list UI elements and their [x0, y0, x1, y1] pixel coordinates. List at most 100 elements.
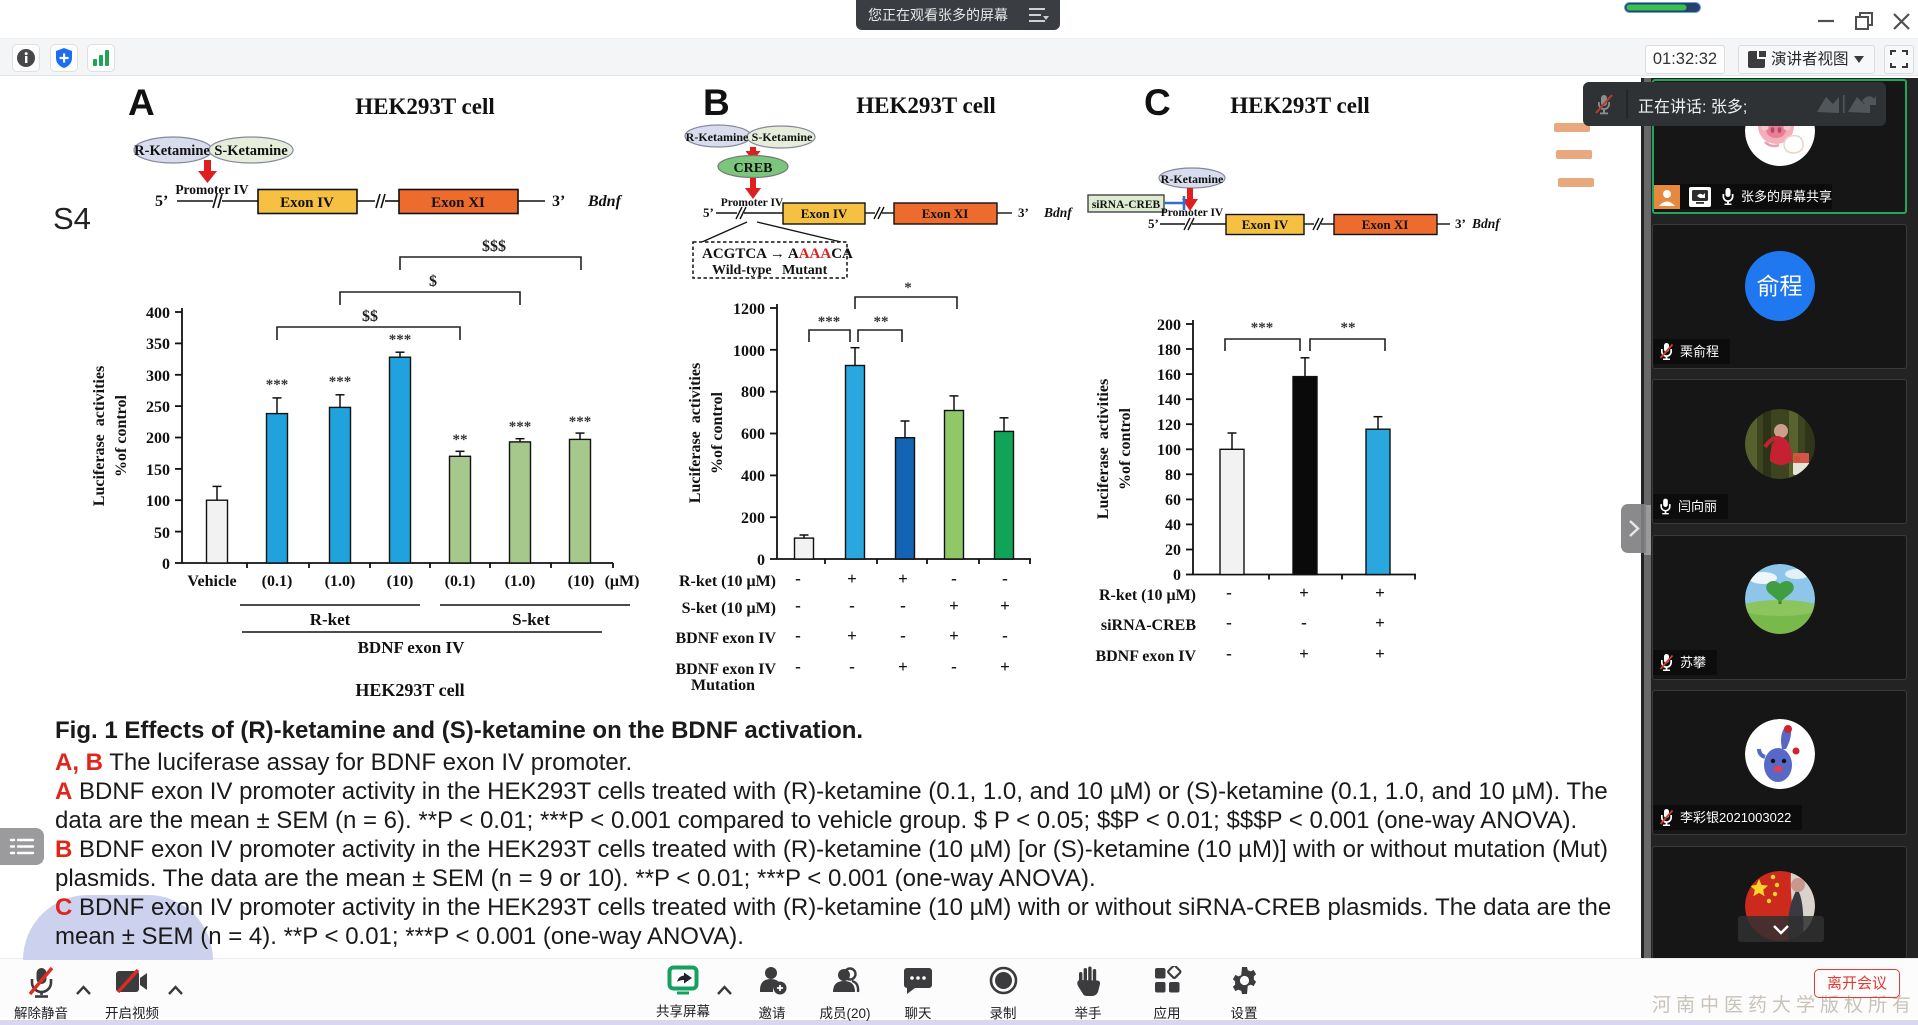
svg-text:-: - [1226, 613, 1232, 632]
svg-text:140: 140 [1157, 392, 1181, 409]
svg-text:800: 800 [741, 384, 765, 401]
svg-text:+: + [1375, 583, 1385, 602]
svg-text:R-Ketamine: R-Ketamine [134, 143, 210, 159]
svg-text:100: 100 [146, 493, 170, 510]
svg-text:5’: 5’ [1148, 216, 1159, 231]
svg-text:**: ** [1341, 320, 1356, 336]
svg-text:600: 600 [741, 426, 765, 443]
svg-text:***: *** [1251, 320, 1274, 336]
svg-text:-: - [1226, 583, 1232, 602]
svg-text:-: - [795, 626, 801, 645]
svg-text:200: 200 [146, 430, 170, 447]
svg-text:200: 200 [1157, 317, 1181, 334]
svg-text:40: 40 [1165, 517, 1181, 534]
svg-text:0: 0 [162, 556, 170, 573]
svg-text:C: C [1144, 82, 1171, 123]
svg-text:Exon IV: Exon IV [801, 206, 848, 221]
svg-text:Luciferase activities: Luciferase activities [91, 366, 108, 506]
svg-text:Bdnf: Bdnf [1471, 216, 1501, 231]
svg-text:Mutation: Mutation [691, 677, 755, 694]
svg-text:$$$: $$$ [482, 238, 506, 255]
svg-text:3’: 3’ [552, 193, 565, 210]
svg-text:3’: 3’ [1018, 205, 1029, 220]
svg-text:0: 0 [757, 552, 765, 569]
svg-text:R-Ketamine: R-Ketamine [1161, 172, 1224, 186]
svg-text:+: + [1299, 644, 1309, 663]
svg-text:S-ket: S-ket [512, 610, 550, 629]
svg-text:+: + [1375, 644, 1385, 663]
svg-text:HEK293T cell: HEK293T cell [1230, 93, 1370, 118]
svg-text:BDNF exon IV: BDNF exon IV [358, 638, 466, 657]
svg-text:3’: 3’ [1455, 216, 1466, 231]
svg-text:*: * [904, 280, 912, 296]
svg-text:80: 80 [1165, 467, 1181, 484]
svg-text:Wild-type Mutant: Wild-type Mutant [712, 263, 828, 278]
svg-text:Promoter IV: Promoter IV [1161, 207, 1224, 219]
svg-text:-: - [900, 626, 906, 645]
svg-text:R-ket: R-ket [310, 610, 351, 629]
svg-text:***: *** [329, 374, 352, 390]
svg-text:+: + [1299, 583, 1309, 602]
svg-text:ACGTCA → AAAACA: ACGTCA → AAAACA [702, 246, 853, 262]
svg-text:50: 50 [154, 525, 170, 542]
svg-text:-: - [795, 657, 801, 676]
svg-text:BDNF exon IV: BDNF exon IV [675, 661, 776, 678]
svg-text:(0.1): (0.1) [262, 573, 293, 590]
svg-text:siRNA-CREB: siRNA-CREB [1092, 199, 1161, 211]
svg-text:1200: 1200 [733, 301, 765, 318]
svg-text:***: *** [818, 314, 841, 330]
svg-text:350: 350 [146, 336, 170, 353]
svg-text:-: - [900, 596, 906, 615]
svg-text:180: 180 [1157, 342, 1181, 359]
svg-text:Bdnf: Bdnf [587, 193, 623, 210]
svg-text:300: 300 [146, 368, 170, 385]
svg-text:**: ** [453, 432, 468, 448]
svg-text:HEK293T cell: HEK293T cell [355, 680, 464, 700]
svg-text:%of control: %of control [709, 391, 726, 473]
svg-text:BDNF exon IV: BDNF exon IV [675, 630, 776, 647]
svg-text:(10): (10) [387, 573, 414, 590]
svg-text:+: + [949, 596, 959, 615]
svg-text:+: + [898, 569, 908, 588]
svg-text:400: 400 [146, 305, 170, 322]
svg-text:-: - [1002, 626, 1008, 645]
svg-text:60: 60 [1165, 492, 1181, 509]
svg-text:-: - [795, 596, 801, 615]
svg-text:+: + [1375, 613, 1385, 632]
svg-text:(μM): (μM) [605, 573, 640, 590]
svg-text:Exon IV: Exon IV [1242, 217, 1289, 232]
svg-text:HEK293T cell: HEK293T cell [355, 94, 495, 119]
svg-text:siRNA-CREB: siRNA-CREB [1101, 617, 1196, 634]
svg-text:**: ** [874, 314, 889, 330]
svg-text:***: *** [266, 377, 289, 393]
svg-text:400: 400 [741, 468, 765, 485]
svg-text:-: - [951, 657, 957, 676]
svg-text:Luciferase activities: Luciferase activities [1095, 379, 1112, 519]
svg-text:(10): (10) [568, 573, 595, 590]
svg-text:S-Ketamine: S-Ketamine [752, 130, 813, 144]
svg-text:A: A [128, 82, 155, 123]
svg-text:S4: S4 [53, 201, 91, 236]
svg-text:BDNF exon IV: BDNF exon IV [1095, 648, 1196, 665]
svg-text:%of control: %of control [1117, 407, 1134, 489]
svg-text:+: + [1000, 596, 1010, 615]
svg-text:5’: 5’ [703, 205, 714, 220]
svg-text:CREB: CREB [734, 161, 773, 176]
svg-text:Luciferase activities: Luciferase activities [687, 363, 704, 503]
svg-text:+: + [847, 569, 857, 588]
svg-text:200: 200 [741, 510, 765, 527]
svg-text:Exon IV: Exon IV [280, 195, 334, 211]
svg-text:0: 0 [1173, 567, 1181, 584]
svg-text:-: - [849, 596, 855, 615]
svg-text:160: 160 [1157, 367, 1181, 384]
svg-text:R-ket (10 μM): R-ket (10 μM) [679, 573, 776, 590]
svg-text:-: - [1002, 569, 1008, 588]
svg-text:HEK293T cell: HEK293T cell [856, 93, 996, 118]
svg-text:120: 120 [1157, 417, 1181, 434]
svg-text:R-ket (10 μM): R-ket (10 μM) [1099, 587, 1196, 604]
svg-text:+: + [949, 626, 959, 645]
svg-text:+: + [898, 657, 908, 676]
svg-text:S-Ketamine: S-Ketamine [214, 143, 288, 159]
svg-text:(1.0): (1.0) [505, 573, 536, 590]
svg-text:-: - [795, 569, 801, 588]
